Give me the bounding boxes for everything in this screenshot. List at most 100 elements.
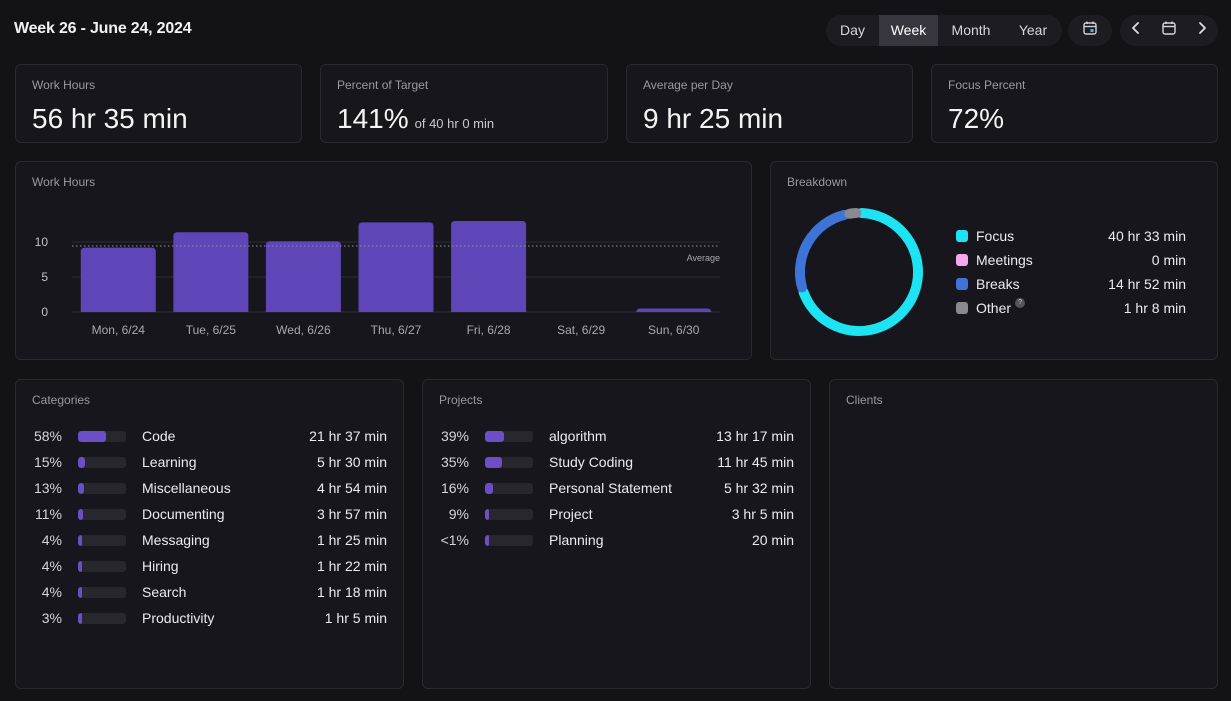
row-duration: 20 min <box>751 532 794 548</box>
range-week-button[interactable]: Week <box>879 15 938 46</box>
row-bar-fill <box>485 508 489 520</box>
legend-other-name: Other <box>976 300 1012 316</box>
row-bar-fill <box>78 586 82 598</box>
categories-title: Categories <box>32 393 91 407</box>
legend-focus: Focus 40 hr 33 min <box>956 226 1186 246</box>
row-name: Study Coding <box>549 454 634 470</box>
category-row[interactable]: 4% Search 1 hr 18 min <box>32 579 387 605</box>
row-duration: 3 hr 5 min <box>731 506 794 522</box>
legend-breaks-name: Breaks <box>976 276 1020 292</box>
category-row[interactable]: 58% Code 21 hr 37 min <box>32 423 387 449</box>
row-bar-fill <box>78 508 83 520</box>
category-row[interactable]: 3% Productivity 1 hr 5 min <box>32 605 387 631</box>
category-row[interactable]: 4% Messaging 1 hr 25 min <box>32 527 387 553</box>
row-bar-fill <box>78 430 106 442</box>
row-bar-fill <box>78 456 85 468</box>
categories-list: 58% Code 21 hr 37 min 15% Learning 5 hr 30 mi… <box>32 423 387 631</box>
row-bar-track <box>78 586 126 598</box>
percent-target-value: 141% <box>337 103 409 134</box>
meetings-swatch <box>956 254 968 266</box>
project-row[interactable]: <1% Planning 20 min <box>439 527 794 553</box>
legend-other: Other ? 1 hr 8 min <box>956 298 1186 318</box>
breakdown-title: Breakdown <box>787 175 848 189</box>
project-row[interactable]: 9% Project 3 hr 5 min <box>439 501 794 527</box>
legend-meetings-name: Meetings <box>976 252 1033 268</box>
project-row[interactable]: 35% Study Coding 11 hr 45 min <box>439 449 794 475</box>
row-duration: 3 hr 57 min <box>316 506 387 522</box>
row-name: Messaging <box>142 532 210 548</box>
today-button[interactable] <box>1068 15 1112 46</box>
x-tick-label: Fri, 6/28 <box>467 323 511 337</box>
row-name: Search <box>142 584 187 600</box>
bar <box>636 308 712 313</box>
range-year-button[interactable]: Year <box>1018 22 1048 38</box>
y-tick-label: 0 <box>41 305 48 319</box>
range-month-button[interactable]: Month <box>951 22 991 38</box>
help-icon[interactable]: ? <box>1015 298 1026 308</box>
row-bar-fill <box>78 534 82 546</box>
row-percent: 4% <box>41 532 62 548</box>
row-bar-fill <box>485 430 504 442</box>
donut-slice-focus <box>798 208 923 336</box>
legend-focus-name: Focus <box>976 228 1015 244</box>
page-title: Week 26 - June 24, 2024 <box>14 20 192 37</box>
x-tick-label: Sat, 6/29 <box>557 323 605 337</box>
bar <box>358 222 434 312</box>
row-name: Miscellaneous <box>142 480 231 496</box>
previous-week-button[interactable] <box>1121 15 1151 46</box>
row-percent: <1% <box>440 532 469 548</box>
category-row[interactable]: 13% Miscellaneous 4 hr 54 min <box>32 475 387 501</box>
row-duration: 1 hr 18 min <box>316 584 387 600</box>
row-bar-track <box>78 456 126 468</box>
row-bar-fill <box>78 560 82 572</box>
row-name: Personal Statement <box>549 480 672 496</box>
bar <box>451 221 527 312</box>
category-row[interactable]: 4% Hiring 1 hr 22 min <box>32 553 387 579</box>
donut-slice-breaks <box>795 209 850 293</box>
next-week-button[interactable] <box>1187 15 1217 46</box>
work-hours-card: Work Hours 56 hr 35 min <box>15 64 302 143</box>
breakdown-card: Breakdown Focus 40 hr 33 min Meetings 0 … <box>770 161 1218 360</box>
range-day-button[interactable]: Day <box>840 22 865 38</box>
row-bar-track <box>485 430 533 442</box>
row-percent: 35% <box>440 454 469 470</box>
row-percent: 4% <box>41 584 62 600</box>
row-duration: 11 hr 45 min <box>717 454 794 470</box>
row-percent: 9% <box>448 506 469 522</box>
row-percent: 4% <box>41 558 62 574</box>
x-tick-label: Thu, 6/27 <box>371 323 422 337</box>
row-duration: 1 hr 22 min <box>316 558 387 574</box>
breaks-swatch <box>956 278 968 290</box>
row-bar-fill <box>485 534 489 546</box>
category-row[interactable]: 11% Documenting 3 hr 57 min <box>32 501 387 527</box>
row-bar-fill <box>485 456 502 468</box>
project-row[interactable]: 39% algorithm 13 hr 17 min <box>439 423 794 449</box>
row-bar-track <box>485 534 533 546</box>
row-percent: 11% <box>35 506 62 522</box>
row-bar-track <box>485 508 533 520</box>
row-percent: 58% <box>33 428 62 444</box>
percent-target-card: Percent of Target 141% of 40 hr 0 min <box>320 64 608 143</box>
clients-title: Clients <box>846 393 883 407</box>
calendar-today-icon <box>1082 20 1098 41</box>
work-hours-chart-card: Work Hours 0 5 10 Mon, 6/24 Tue, 6/25 Wed, 6/… <box>15 161 752 360</box>
legend-breaks: Breaks 14 hr 52 min <box>956 274 1186 294</box>
row-duration: 5 hr 30 min <box>316 454 387 470</box>
x-tick-label: Tue, 6/25 <box>186 323 237 337</box>
date-navigation <box>1120 15 1218 46</box>
legend-breaks-value: 14 hr 52 min <box>1108 276 1186 292</box>
row-percent: 15% <box>33 454 62 470</box>
focus-percent-card: Focus Percent 72% <box>931 64 1218 143</box>
bar <box>265 241 341 312</box>
row-bar-fill <box>78 482 84 494</box>
breakdown-donut-chart <box>795 208 923 336</box>
category-row[interactable]: 15% Learning 5 hr 30 min <box>32 449 387 475</box>
date-picker-button[interactable] <box>1154 15 1184 46</box>
projects-card: Projects 39% algorithm 13 hr 17 min 35% Stud… <box>422 379 811 689</box>
row-bar-fill <box>485 482 493 494</box>
chevron-right-icon <box>1196 21 1208 40</box>
work-hours-value: 56 hr 35 min <box>32 103 188 134</box>
work-hours-bar-chart: 0 5 10 Mon, 6/24 Tue, 6/25 Wed, 6/26 Thu, 6/27… <box>35 221 720 337</box>
project-row[interactable]: 16% Personal Statement 5 hr 32 min <box>439 475 794 501</box>
row-duration: 1 hr 5 min <box>324 610 387 626</box>
